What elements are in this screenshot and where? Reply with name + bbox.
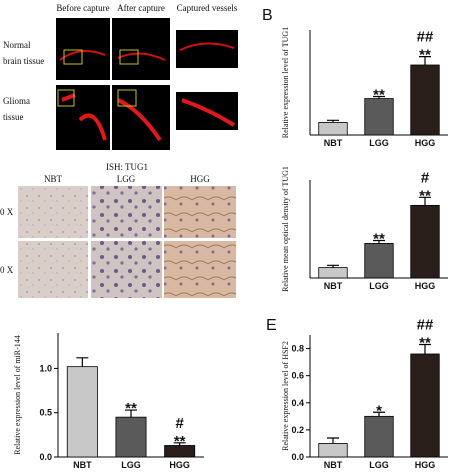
y-axis-label: Relative expression level of TUG1 (281, 27, 290, 138)
error-bar (419, 196, 431, 206)
bar (364, 98, 394, 136)
column-header: Before capture (56, 3, 109, 13)
row-label: tissue (3, 112, 24, 122)
x-tick-label: LGG (121, 460, 141, 470)
y-tick-label: 0.6 (291, 371, 304, 381)
x-tick-label: HGG (415, 460, 436, 470)
error-bar (125, 409, 137, 418)
significance-mark: ** (373, 87, 385, 104)
column-header: Captured vessels (177, 3, 238, 13)
significance-mark: # (421, 169, 430, 186)
column-header: HGG (190, 174, 210, 184)
error-bar (173, 442, 186, 446)
error-bar (419, 343, 431, 354)
significance-mark: ## (417, 29, 434, 46)
error-bar (373, 95, 385, 99)
significance-mark: ** (419, 187, 431, 204)
error-bar (373, 411, 385, 417)
x-tick-label: NBT (73, 460, 92, 470)
bar (66, 366, 98, 458)
significance-mark: # (175, 415, 184, 432)
y-axis-label: Relative expression level of HSF2 (281, 341, 290, 451)
row-label: Glioma (3, 96, 30, 106)
y-tick-label: 0.8 (291, 344, 304, 354)
panel-label: B (262, 7, 273, 24)
bar (364, 415, 394, 458)
error-bar (373, 239, 385, 244)
bar (318, 267, 348, 279)
row-label: Normal (3, 40, 31, 50)
significance-mark: ## (417, 316, 434, 333)
bar (364, 243, 394, 279)
significance-mark: ** (125, 400, 137, 417)
bar (410, 353, 440, 458)
x-tick-label: NBT (324, 460, 343, 470)
x-tick-label: LGG (369, 460, 389, 470)
bar (318, 122, 348, 136)
y-axis-label: Relative mean optical density of TUG1 (281, 166, 290, 292)
row-label: brain tissue (3, 56, 44, 66)
x-tick-label: HGG (415, 138, 436, 148)
y-tick-label: 0.4 (291, 398, 304, 408)
row-label: 0 X (0, 265, 14, 275)
y-axis-label: Relative expression level of miR-144 (13, 335, 22, 455)
x-tick-label: LGG (369, 138, 389, 148)
bar (410, 204, 440, 279)
x-tick-label: HGG (169, 460, 190, 470)
ish-title: ISH: TUG1 (106, 162, 148, 172)
significance-mark: ** (419, 47, 431, 64)
error-bar (327, 437, 339, 444)
column-header: LGG (117, 174, 136, 184)
significance-mark: ** (174, 433, 186, 450)
ish-images (18, 186, 236, 298)
y-tick-label: 0.2 (291, 425, 304, 435)
column-header: NBT (44, 174, 63, 184)
error-bar (327, 264, 339, 268)
capture-images (56, 18, 238, 150)
x-tick-label: NBT (324, 281, 343, 291)
x-tick-label: NBT (324, 138, 343, 148)
bar (318, 443, 348, 458)
y-tick-label: 0.0 (39, 452, 52, 462)
significance-mark: * (376, 402, 382, 419)
x-tick-label: HGG (415, 281, 436, 291)
panel-label: E (266, 317, 277, 334)
y-tick-label: 0.5 (39, 408, 52, 418)
column-header: After capture (117, 3, 165, 13)
x-tick-label: LGG (369, 281, 389, 291)
significance-mark: ** (373, 231, 385, 248)
row-label: 0 X (0, 207, 14, 217)
error-bar (327, 119, 339, 123)
error-bar (419, 56, 431, 65)
y-tick-label: 0.0 (291, 452, 304, 462)
error-bar (76, 357, 89, 367)
y-tick-label: 1.0 (39, 363, 52, 373)
significance-mark: ** (419, 334, 431, 351)
bar (410, 64, 440, 136)
bar (115, 416, 147, 458)
